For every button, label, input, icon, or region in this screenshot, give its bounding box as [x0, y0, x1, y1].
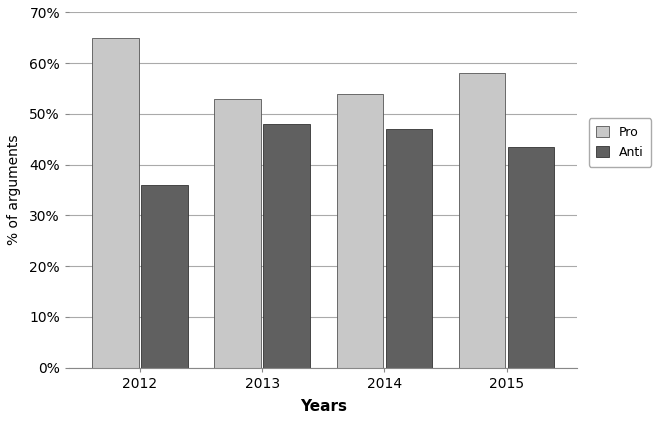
Bar: [263, 124, 310, 368]
Bar: [215, 99, 261, 368]
Bar: [386, 129, 432, 368]
Bar: [141, 185, 188, 368]
Bar: [508, 147, 554, 368]
Bar: [337, 93, 383, 368]
Bar: [92, 38, 139, 368]
Y-axis label: % of arguments: % of arguments: [7, 135, 21, 245]
Bar: [459, 73, 505, 368]
Legend: Pro, Anti: Pro, Anti: [589, 118, 651, 167]
X-axis label: Years: Years: [300, 399, 347, 414]
